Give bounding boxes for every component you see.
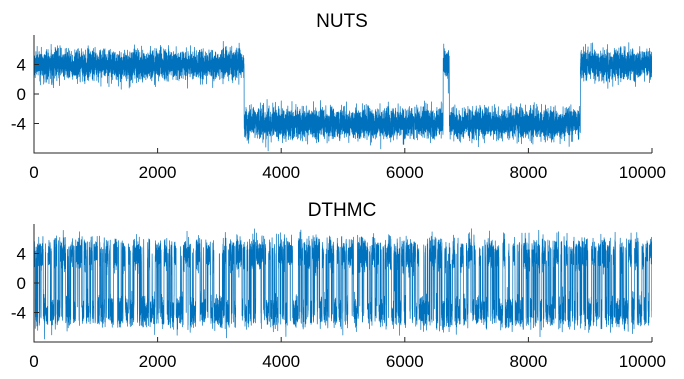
x-tick-label: 0 xyxy=(29,352,38,371)
x-tick-label: 2000 xyxy=(139,352,177,371)
x-tick-label: 10000 xyxy=(619,352,666,371)
x-tick-label: 6000 xyxy=(386,352,424,371)
nuts-title: NUTS xyxy=(316,11,368,32)
x-tick-label: 2000 xyxy=(139,163,177,182)
dthmc-title: DTHMC xyxy=(308,200,377,221)
sample-trace-line xyxy=(34,41,652,152)
y-tick-label: -4 xyxy=(11,115,26,134)
y-tick-label: 0 xyxy=(17,274,26,293)
y-tick-label: 4 xyxy=(17,56,26,75)
x-tick-label: 0 xyxy=(29,163,38,182)
x-tick-label: 4000 xyxy=(262,352,300,371)
x-tick-label: 4000 xyxy=(262,163,300,182)
y-tick-label: -4 xyxy=(11,304,26,323)
nuts-panel: NUTS 0 2000 4000 6000 8000 10000 4 0 -4 xyxy=(11,11,666,182)
x-tick-label: 8000 xyxy=(509,163,547,182)
x-tick-label: 8000 xyxy=(509,352,547,371)
dthmc-panel: DTHMC 0 2000 4000 6000 8000 10000 4 0 -4 xyxy=(11,200,666,371)
x-tick-label: 10000 xyxy=(619,163,666,182)
y-tick-label: 4 xyxy=(17,245,26,264)
dthmc-plot-area: 0 2000 4000 6000 8000 10000 4 0 -4 xyxy=(11,224,666,371)
x-tick-label: 6000 xyxy=(386,163,424,182)
sample-trace-line xyxy=(34,228,652,340)
nuts-plot-area: 0 2000 4000 6000 8000 10000 4 0 -4 xyxy=(11,35,666,182)
y-tick-label: 0 xyxy=(17,85,26,104)
